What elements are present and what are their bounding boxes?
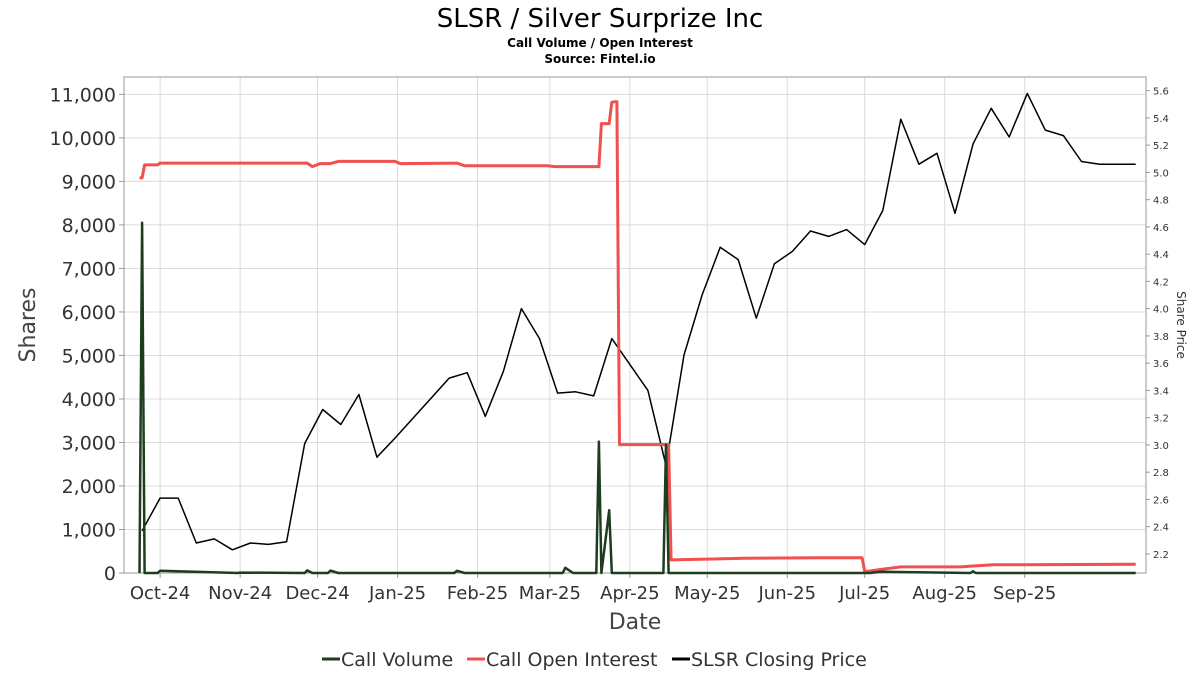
y2-tick-label: 2.6: [1153, 495, 1169, 506]
y2-tick-label: 5.2: [1153, 141, 1169, 152]
y-axis-label: Shares: [16, 288, 41, 363]
legend-label-call-volume: Call Volume: [341, 649, 453, 671]
y2-tick-label: 2.4: [1153, 523, 1169, 534]
y-tick-label: 7,000: [62, 258, 116, 280]
y-tick-label: 5,000: [62, 345, 116, 367]
y2-tick-label: 3.6: [1153, 359, 1169, 370]
y2-tick-label: 5.0: [1153, 168, 1169, 179]
x-tick-label: Mar-25: [519, 583, 581, 604]
x-axis-label: Date: [609, 610, 662, 635]
legend: Call Volume Call Open Interest SLSR Closin…: [322, 649, 867, 671]
series-line-slsr-closing-price: [141, 92, 1136, 551]
x-tick-label: Nov-24: [208, 583, 272, 604]
left-axis: 0 1,000 2,000 3,000 4,000 5,000 6,000 7,000 8,00…: [50, 84, 124, 585]
x-tick-label: Apr-25: [600, 583, 659, 604]
plot-area-border: [123, 76, 1147, 574]
y2-tick-label: 4.6: [1153, 223, 1169, 234]
y2-tick-label: 4.4: [1153, 250, 1169, 261]
y2-tick-label: 3.8: [1153, 332, 1169, 343]
x-tick-label: May-25: [674, 583, 740, 604]
x-tick-label: Oct-24: [130, 583, 191, 604]
x-tick-label: Jun-25: [758, 583, 817, 604]
legend-label-slsr-closing-price: SLSR Closing Price: [691, 649, 867, 671]
x-tick-label: Aug-25: [912, 583, 977, 604]
series-layer: [138, 92, 1136, 575]
x-axis: Oct-24 Nov-24 Dec-24 Jan-25 Feb-25 Mar-25 Apr-…: [130, 573, 1056, 604]
x-tick-label: Sep-25: [993, 583, 1056, 604]
y-tick-label: 9,000: [62, 171, 116, 193]
y-tick-label: 6,000: [62, 302, 116, 324]
legend-label-call-open-interest: Call Open Interest: [486, 649, 658, 671]
y2-tick-label: 5.6: [1153, 87, 1169, 98]
y2-tick-label: 4.0: [1153, 305, 1169, 316]
y2-tick-label: 5.4: [1153, 114, 1169, 125]
y2-tick-label: 4.2: [1153, 277, 1169, 288]
y-tick-label: 0: [104, 563, 116, 585]
grid-layer: [124, 77, 1146, 574]
y2-tick-label: 4.8: [1153, 196, 1169, 207]
x-tick-label: Jul-25: [838, 583, 890, 604]
y-tick-label: 11,000: [50, 84, 116, 106]
y-tick-label: 2,000: [62, 476, 116, 498]
y-tick-label: 4,000: [62, 389, 116, 411]
y-tick-label: 10,000: [50, 128, 116, 150]
y2-tick-label: 2.2: [1153, 550, 1169, 561]
x-tick-label: Dec-24: [285, 583, 349, 604]
y-tick-label: 3,000: [62, 432, 116, 454]
y-tick-label: 8,000: [62, 215, 116, 237]
y2-tick-label: 3.4: [1153, 386, 1169, 397]
x-tick-label: Feb-25: [447, 583, 508, 604]
right-axis: 2.2 2.4 2.6 2.8 3.0 3.2 3.4 3.6 3.8 4.0 4.2 4.4 4.6 4…: [1146, 87, 1169, 561]
series-line-call-open-interest: [139, 100, 1136, 573]
y2-tick-label: 3.0: [1153, 441, 1169, 452]
x-tick-label: Jan-25: [368, 583, 426, 604]
series-line-call-volume: [138, 221, 1136, 575]
y2-axis-label: Share Price: [1174, 291, 1188, 359]
chart-title: SLSR / Silver Surprize Inc: [437, 4, 764, 34]
y2-tick-label: 3.2: [1153, 414, 1169, 425]
y-tick-label: 1,000: [62, 519, 116, 541]
y2-tick-label: 2.8: [1153, 468, 1169, 479]
chart-subtitle: Call Volume / Open Interest: [507, 36, 693, 50]
chart-source: Source: Fintel.io: [544, 52, 655, 66]
